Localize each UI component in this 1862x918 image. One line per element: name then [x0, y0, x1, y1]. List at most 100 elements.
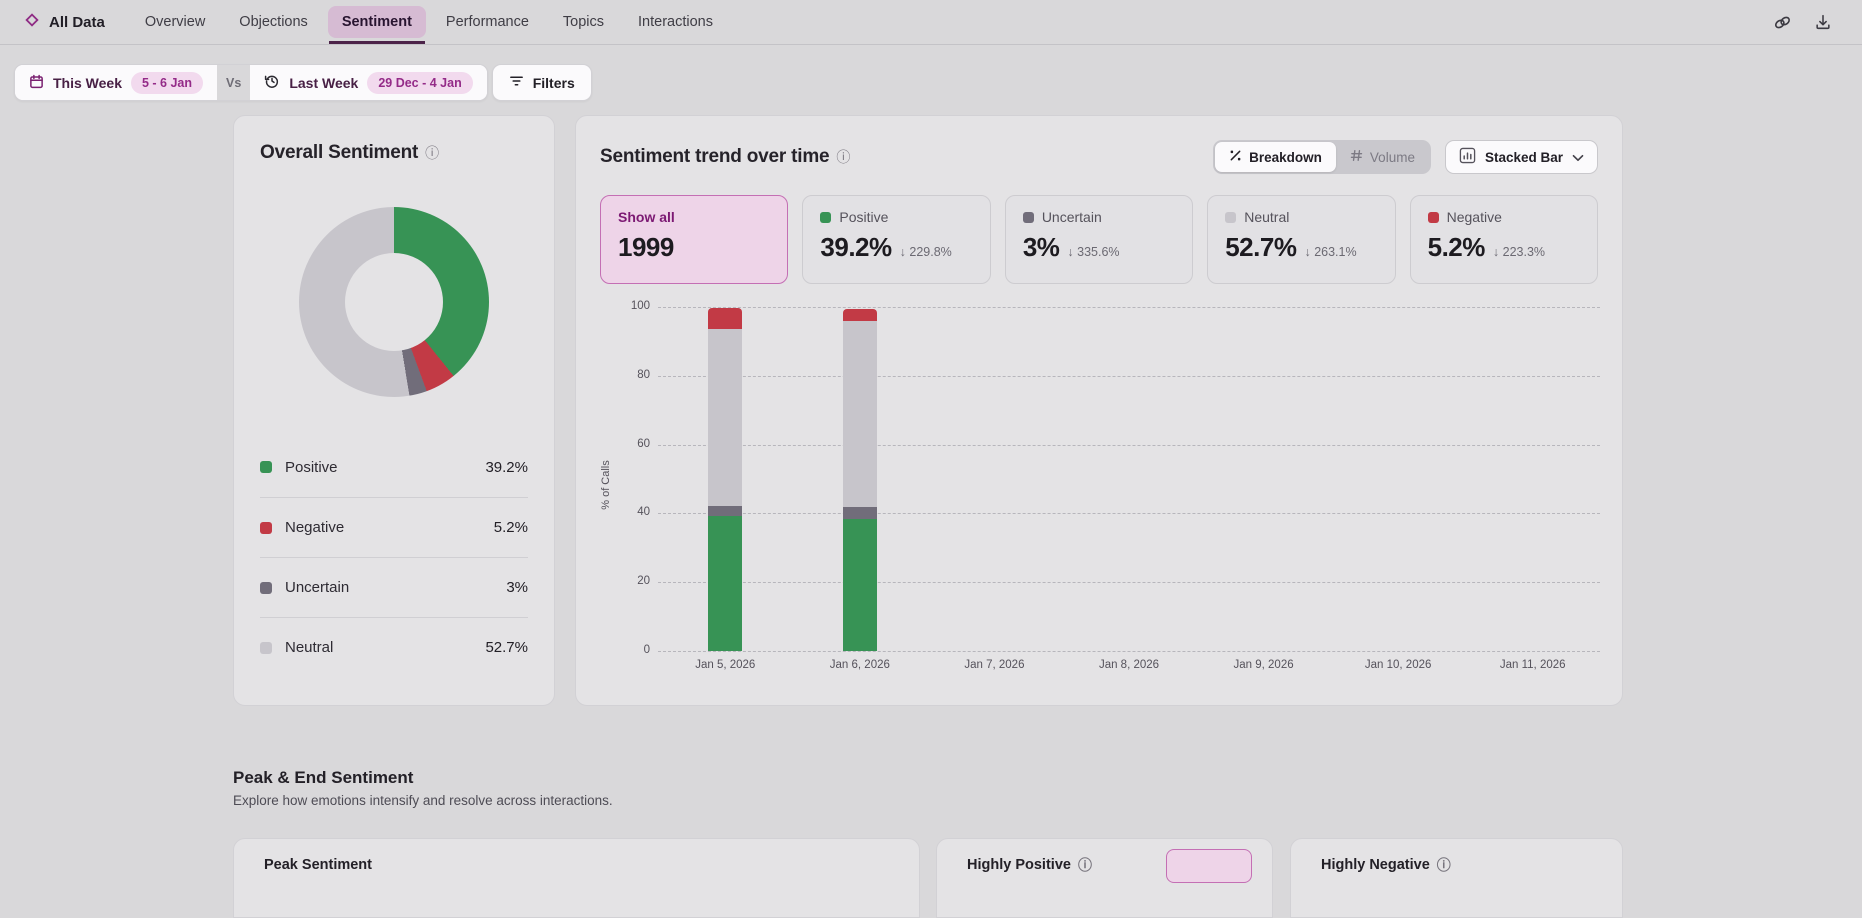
bar-segment-negative[interactable]	[842, 308, 877, 321]
stat-label: Show all	[618, 209, 675, 225]
stacked-bar[interactable]	[708, 307, 743, 651]
info-icon[interactable]: ⓘ	[836, 149, 851, 165]
bar-segment-uncertain[interactable]	[842, 506, 877, 519]
uncertain-swatch	[1022, 211, 1034, 223]
history-icon	[264, 73, 280, 92]
stat-card-neutral[interactable]: Neutral 52.7% ↓ 263.1%	[1207, 195, 1396, 284]
y-tick-label: 0	[643, 644, 650, 656]
overall-sentiment-title: Overall Sentiment	[260, 142, 419, 163]
nav-actions	[1773, 13, 1832, 32]
bar-segment-neutral[interactable]	[708, 328, 743, 507]
gridline	[658, 375, 1600, 377]
diamond-icon	[24, 12, 40, 32]
highly-negative-card: Highly Negative ⓘ	[1290, 838, 1623, 918]
highly-positive-action-button[interactable]	[1166, 849, 1252, 883]
chevron-down-icon	[1572, 150, 1584, 165]
download-icon[interactable]	[1814, 13, 1832, 31]
primary-period-range-badge: 5 - 6 Jan	[131, 71, 204, 94]
x-tick-label: Jan 11, 2026	[1499, 659, 1566, 671]
legend-value: 39.2%	[485, 458, 528, 476]
x-tick-label: Jan 9, 2026	[1233, 659, 1294, 671]
bar-segment-positive[interactable]	[708, 516, 743, 651]
filters-button[interactable]: Filters	[491, 64, 592, 101]
stat-value: 1999	[618, 232, 674, 262]
brand-label: All Data	[49, 13, 105, 31]
stat-delta: ↓ 335.6%	[1067, 245, 1120, 259]
x-tick-label: Jan 7, 2026	[964, 659, 1025, 671]
toggle-volume[interactable]: Volume	[1336, 142, 1429, 172]
stat-card-show-all[interactable]: Show all 1999	[600, 195, 789, 284]
bar-chart-icon	[1459, 147, 1476, 167]
bar-segment-negative[interactable]	[708, 307, 743, 329]
info-icon[interactable]: ⓘ	[425, 145, 440, 161]
bar-segment-positive[interactable]	[842, 518, 877, 651]
arrow-down-icon: ↓	[1492, 245, 1500, 259]
toggle-breakdown[interactable]: Breakdown	[1215, 142, 1336, 172]
x-tick-label: Jan 6, 2026	[829, 659, 890, 671]
chart-type-label: Stacked Bar	[1484, 149, 1563, 165]
tab-objections[interactable]: Objections	[239, 14, 308, 30]
tab-performance[interactable]: Performance	[445, 14, 529, 30]
percent-icon	[1229, 149, 1242, 165]
y-tick-label: 100	[630, 300, 650, 312]
primary-period-button[interactable]: This Week 5 - 6 Jan	[15, 65, 218, 100]
y-tick-label: 80	[637, 368, 650, 381]
view-toggle: Breakdown Volume	[1213, 140, 1431, 174]
legend-value: 5.2%	[493, 519, 528, 536]
tab-sentiment[interactable]: Sentiment	[327, 6, 426, 44]
sentiment-legend: Positive 39.2% Negative 5.2% Uncertain 3…	[260, 437, 528, 677]
neutral-swatch	[1225, 211, 1237, 223]
tab-overview[interactable]: Overview	[144, 14, 206, 30]
stat-card-uncertain[interactable]: Uncertain 3% ↓ 335.6%	[1004, 195, 1194, 284]
gridline	[658, 307, 1600, 308]
gridline	[658, 444, 1600, 446]
chart-type-dropdown[interactable]: Stacked Bar	[1444, 140, 1598, 174]
stat-card-negative[interactable]: Negative 5.2% ↓ 223.3%	[1409, 195, 1599, 284]
negative-swatch	[260, 521, 272, 534]
stat-delta: ↓ 263.1%	[1304, 245, 1357, 259]
tab-topics[interactable]: Topics	[562, 14, 605, 30]
legend-row-uncertain: Uncertain 3%	[260, 557, 528, 617]
stat-label: Negative	[1446, 209, 1502, 225]
donut-hole	[344, 252, 444, 352]
sentiment-donut-chart[interactable]	[299, 207, 489, 397]
legend-value: 52.7%	[485, 639, 528, 656]
comparison-period-button[interactable]: Last Week 29 Dec - 4 Jan	[250, 65, 487, 100]
legend-label: Negative	[285, 519, 345, 536]
stat-card-row: Show all 1999 Positive 39.2% ↓ 229.8% Un…	[600, 195, 1599, 284]
stat-card-positive[interactable]: Positive 39.2% ↓ 229.8%	[802, 195, 991, 284]
sentiment-trend-card: Sentiment trend over time ⓘ Breakdown	[575, 115, 1623, 706]
top-nav: All Data Overview Objections Sentiment P…	[0, 0, 1862, 45]
legend-row-positive: Positive 39.2%	[260, 437, 528, 497]
x-tick-label: Jan 10, 2026	[1364, 659, 1432, 671]
stat-value: 3%	[1022, 232, 1060, 262]
link-icon[interactable]	[1773, 13, 1792, 32]
neutral-swatch	[260, 641, 272, 654]
highly-positive-card-title: Highly Positive	[967, 857, 1071, 873]
overall-sentiment-card: Overall Sentiment ⓘ Positive 39.2% Negat…	[233, 115, 555, 706]
uncertain-swatch	[260, 581, 272, 594]
y-tick-label: 40	[637, 506, 650, 519]
stat-delta: ↓ 223.3%	[1492, 245, 1546, 259]
bar-segment-uncertain[interactable]	[708, 506, 743, 517]
stat-label: Neutral	[1244, 209, 1290, 225]
legend-label: Neutral	[285, 639, 334, 656]
brand-all-data[interactable]: All Data	[24, 12, 105, 32]
y-tick-label: 60	[637, 437, 650, 450]
info-icon[interactable]: ⓘ	[1436, 857, 1451, 873]
tab-interactions[interactable]: Interactions	[638, 14, 713, 30]
period-compare-group: This Week 5 - 6 Jan Vs Last Week 29 Dec …	[14, 64, 488, 101]
legend-label: Positive	[285, 458, 338, 476]
arrow-down-icon: ↓	[1067, 245, 1074, 259]
negative-swatch	[1427, 211, 1439, 223]
hash-icon	[1350, 149, 1363, 165]
gridline	[658, 651, 1600, 652]
stat-label: Uncertain	[1041, 209, 1102, 225]
highly-negative-card-title: Highly Negative	[1321, 857, 1430, 873]
arrow-down-icon: ↓	[899, 245, 906, 259]
info-icon[interactable]: ⓘ	[1077, 857, 1092, 873]
bar-segment-neutral[interactable]	[842, 320, 877, 507]
stat-value: 5.2%	[1427, 232, 1486, 262]
stacked-bar[interactable]	[842, 308, 877, 651]
